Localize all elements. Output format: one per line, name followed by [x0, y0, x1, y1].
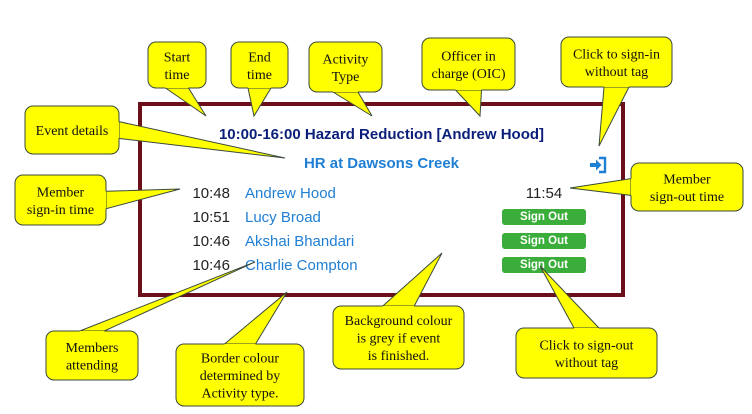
- callout-text: Click to sign-out: [539, 338, 633, 353]
- callout-text: sign-in time: [27, 203, 94, 218]
- callout-signout-no-tag: Click to sign-out without tag: [515, 265, 658, 379]
- member-name-link[interactable]: Andrew Hood: [245, 185, 336, 202]
- callout-pointer: [163, 87, 207, 117]
- event-heading: 10:00-16:00 Hazard Reduction [Andrew Hoo…: [218, 126, 545, 143]
- sign-in-arrow-icon[interactable]: [588, 156, 608, 174]
- callout-text: without tag: [555, 356, 618, 371]
- callout-text: attending: [66, 358, 118, 373]
- callout-text: Border colour: [201, 352, 279, 367]
- callout-text: Start: [164, 50, 191, 65]
- callout-pointer: [569, 178, 632, 196]
- member-name-link[interactable]: Charlie Compton: [245, 257, 358, 274]
- event-details-link[interactable]: HR at Dawsons Creek: [303, 155, 460, 172]
- sign-out-button[interactable]: Sign Out: [502, 257, 586, 273]
- member-row: 10:48 Andrew Hood 11:54: [142, 183, 621, 205]
- callout-text: End: [248, 50, 271, 65]
- callout-pointer: [331, 91, 373, 117]
- callout-text: charge (OIC): [432, 67, 506, 82]
- callout-pointer: [539, 265, 601, 329]
- member-row: 10:46 Akshai Bhandari Sign Out: [142, 231, 621, 253]
- callout-pointer: [79, 261, 256, 332]
- callout-pointer: [247, 87, 272, 118]
- callout-text: Click to sign-in: [573, 47, 660, 62]
- member-signin-time: 10:46: [192, 257, 230, 274]
- callout-members-attending: Members attending: [45, 261, 256, 381]
- callout-text: determined by: [200, 369, 280, 384]
- callout-event-details: Event details: [24, 105, 286, 159]
- callout-signin-no-tag: Click to sign-in without tag: [560, 36, 673, 147]
- member-row: 10:51 Lucy Broad Sign Out: [142, 207, 621, 229]
- sign-out-button[interactable]: Sign Out: [502, 209, 586, 225]
- callout-text: Type: [332, 70, 360, 85]
- member-signin-time: 10:48: [192, 185, 230, 202]
- callout-pointer: [381, 252, 443, 307]
- callout-background-colour: Background colour is grey if event is fini…: [332, 252, 465, 370]
- callout-member-signout-time: Member sign-out time: [569, 162, 744, 212]
- callout-pointer: [223, 291, 288, 345]
- callout-text: Activity type.: [202, 387, 279, 402]
- event-card: 10:00-16:00 Hazard Reduction [Andrew Hoo…: [138, 102, 625, 297]
- callout-text: is finished.: [368, 349, 429, 364]
- callout-end-time: End time: [230, 41, 289, 118]
- member-name-link[interactable]: Akshai Bhandari: [245, 233, 355, 250]
- callout-text: Members: [66, 341, 119, 356]
- callout-start-time: Start time: [147, 41, 207, 117]
- callout-text: Member: [37, 185, 85, 200]
- member-signout-time: 11:54: [525, 185, 563, 202]
- callout-pointer: [105, 188, 181, 210]
- sign-out-button[interactable]: Sign Out: [502, 233, 586, 249]
- callout-border-colour: Border colour determined by Activity type.: [175, 291, 305, 407]
- callout-text: is grey if event: [357, 332, 441, 347]
- callout-text: without tag: [585, 65, 648, 80]
- member-name-link[interactable]: Lucy Broad: [245, 209, 321, 226]
- callout-officer: Officer in charge (OIC): [421, 37, 516, 118]
- callout-text: time: [165, 68, 190, 83]
- member-signin-time: 10:46: [192, 233, 230, 250]
- callout-text: time: [247, 68, 272, 83]
- callout-pointer: [598, 86, 630, 147]
- callout-pointer: [454, 89, 483, 118]
- callout-text: Activity: [323, 52, 369, 67]
- callout-text: Event details: [36, 124, 109, 139]
- member-row: 10:46 Charlie Compton Sign Out: [142, 255, 621, 277]
- member-signin-time: 10:51: [192, 209, 230, 226]
- callout-text: Officer in: [441, 49, 496, 64]
- callout-text: Member: [663, 172, 711, 187]
- callout-text: sign-out time: [650, 190, 724, 205]
- callout-pointer: [118, 120, 286, 159]
- callout-text: Background colour: [345, 314, 453, 329]
- callout-member-signin-time: Member sign-in time: [14, 174, 181, 226]
- callout-activity-type: Activity Type: [308, 41, 383, 117]
